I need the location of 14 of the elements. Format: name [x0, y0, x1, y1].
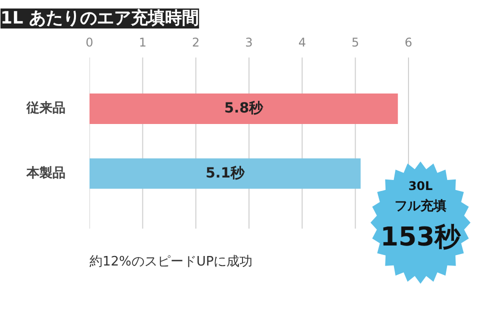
annotation: 30L フル充填 153秒 — [380, 178, 462, 252]
x-tick-label: 2 — [192, 36, 200, 50]
x-tick-label: 5 — [352, 36, 360, 50]
x-tick-label: 3 — [245, 36, 253, 50]
y-tick-label: 本製品 — [26, 166, 66, 182]
x-tick-label: 0 — [86, 36, 94, 50]
x-tick-label: 6 — [404, 36, 412, 50]
data-label: 5.1秒 — [206, 166, 246, 182]
text: 約12%のスピードUPに成功 — [90, 254, 253, 270]
x-tick-label: 1 — [138, 36, 146, 50]
chart-title: 1L あたりのエア充填時間 — [0, 8, 200, 28]
x-tick-label: 4 — [298, 36, 306, 50]
data-label: 5.8秒 — [224, 100, 264, 117]
y-tick-label: 従来品 — [26, 101, 66, 116]
